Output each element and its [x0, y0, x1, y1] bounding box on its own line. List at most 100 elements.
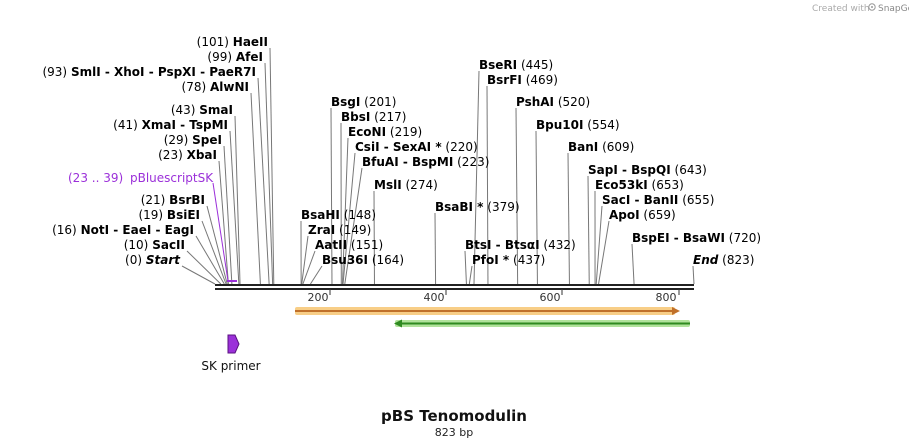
- site-sacii[interactable]: (10) SacII: [124, 238, 185, 252]
- site-labels: (101) HaeII(99) AfeI(93) SmlI - XhoI - P…: [42, 35, 761, 267]
- site-leader-line: [535, 130, 538, 285]
- site-leader-line: [598, 220, 610, 285]
- site-leader-line: [234, 115, 241, 285]
- site-position-label: (469): [526, 73, 558, 87]
- site-smai[interactable]: (43) SmaI: [171, 103, 233, 117]
- site-enzyme-label: BbsI: [341, 110, 370, 124]
- site-leader-line: [631, 243, 635, 285]
- site-position-label: (151): [351, 238, 383, 252]
- site-leader-line: [186, 250, 222, 285]
- site-bsrfi[interactable]: BsrFI (469): [487, 73, 558, 87]
- primer-sk[interactable]: SK primer: [201, 334, 261, 373]
- site-enzyme-label: BsiEI: [167, 208, 200, 222]
- tick-label-400: 400: [424, 291, 445, 304]
- site-bsu36i[interactable]: Bsu36I (164): [322, 253, 404, 267]
- site-bsahi[interactable]: BsaHI (148): [301, 208, 376, 222]
- site-enzyme-label: SpeI: [192, 133, 222, 147]
- site-position-label: (99): [207, 50, 232, 64]
- site-leader-line: [344, 167, 363, 285]
- feature-green-arrow[interactable]: [394, 319, 690, 328]
- site-leader-line: [341, 137, 349, 285]
- site-econi[interactable]: EcoNI (219): [348, 125, 422, 139]
- site-spei[interactable]: (29) SpeI: [164, 133, 222, 147]
- site-enzyme-label: EcoNI: [348, 125, 386, 139]
- tick-label-600: 600: [540, 291, 561, 304]
- site-position-label: (655): [682, 193, 714, 207]
- feature-pbluescriptsk[interactable]: (23 .. 39) pBluescriptSK: [68, 171, 237, 282]
- site-bani[interactable]: BanI (609): [568, 140, 634, 154]
- site-leader-line: [201, 220, 227, 285]
- site-apoi[interactable]: ApoI (659): [609, 208, 676, 222]
- site-bfuai-bspmi[interactable]: BfuAI - BspMI (223): [362, 155, 489, 169]
- site-enzyme-label: End: [693, 253, 719, 267]
- site-bsrbi[interactable]: (21) BsrBI: [141, 193, 205, 207]
- feature-name: pBluescriptSK: [130, 171, 214, 185]
- site-msli[interactable]: MslI (274): [374, 178, 438, 192]
- site-enzyme-label: SapI - BspQI: [588, 163, 671, 177]
- site-btsi-bts-i[interactable]: BtsI - BtsαI (432): [465, 238, 576, 252]
- site-position-label: (149): [339, 223, 371, 237]
- site-afei[interactable]: (99) AfeI: [207, 50, 263, 64]
- site-bspei-bsawi[interactable]: BspEI - BsaWI (720): [632, 231, 761, 245]
- site-leader-line: [223, 145, 233, 285]
- site-bseri[interactable]: BseRI (445): [479, 58, 553, 72]
- site-enzyme-label: ApoI: [609, 208, 640, 222]
- site-position-label: (43): [171, 103, 196, 117]
- site-leader-line: [301, 235, 309, 285]
- site-smli-xhoi-pspxi-paer7i[interactable]: (93) SmlI - XhoI - PspXI - PaeR7I: [42, 65, 256, 79]
- site-sapi-bspqi[interactable]: SapI - BspQI (643): [588, 163, 707, 177]
- site-position-label: (41): [113, 118, 138, 132]
- site-enzyme-label: PshAI: [516, 95, 554, 109]
- site-saci-banii[interactable]: SacI - BanII (655): [602, 193, 714, 207]
- credit-prefix: Created with: [812, 4, 870, 14]
- site-xbai[interactable]: (23) XbaI: [158, 148, 217, 162]
- site-position-label: (201): [364, 95, 396, 109]
- site-position-label: (220): [445, 140, 477, 154]
- site-position-label: (520): [558, 95, 590, 109]
- site-enzyme-label: AlwNI: [210, 80, 249, 94]
- site-enzyme-label: BsrBI: [169, 193, 205, 207]
- site-pshai[interactable]: PshAI (520): [516, 95, 590, 109]
- site-leader-line: [218, 160, 229, 285]
- site-position-label: (379): [487, 200, 519, 214]
- site-bsiei[interactable]: (19) BsiEI: [138, 208, 200, 222]
- site-csii-sexai[interactable]: CsiI - SexAI * (220): [355, 140, 478, 154]
- site-position-label: (23): [158, 148, 183, 162]
- site-bbsi[interactable]: BbsI (217): [341, 110, 406, 124]
- site-end[interactable]: End (823): [693, 253, 754, 267]
- site-alwni[interactable]: (78) AlwNI: [182, 80, 249, 94]
- site-aatii[interactable]: AatII (151): [315, 238, 383, 252]
- site-leader-line: [473, 70, 480, 285]
- site-leader-line: [486, 85, 489, 285]
- site-enzyme-label: BanI: [568, 140, 598, 154]
- site-haeii[interactable]: (101) HaeII: [197, 35, 268, 49]
- site-position-label: (445): [521, 58, 553, 72]
- site-position-label: (643): [675, 163, 707, 177]
- site-bpu10i[interactable]: Bpu10I (554): [536, 118, 620, 132]
- site-position-label: (16): [52, 223, 77, 237]
- site-enzyme-label: BfuAI - BspMI: [362, 155, 453, 169]
- site-position-label: (217): [374, 110, 406, 124]
- site-bsgi[interactable]: BsgI (201): [331, 95, 396, 109]
- site-leader-line: [206, 205, 228, 285]
- site-leader-line: [468, 265, 473, 285]
- site-position-label: (164): [372, 253, 404, 267]
- site-enzyme-label: BsrFI: [487, 73, 522, 87]
- site-position-label: (653): [652, 178, 684, 192]
- site-start[interactable]: (0) Start: [125, 253, 181, 267]
- site-xmai-tspmi[interactable]: (41) XmaI - TspMI: [113, 118, 228, 132]
- site-noti-eaei-eagi[interactable]: (16) NotI - EaeI - EagI: [52, 223, 194, 237]
- site-zrai[interactable]: ZraI (149): [308, 223, 371, 237]
- orange-arrow-head: [672, 307, 680, 315]
- feature-orange-arrow[interactable]: [295, 307, 680, 315]
- site-enzyme-label: BseRI: [479, 58, 517, 72]
- site-pfoi[interactable]: PfoI * (437): [472, 253, 545, 267]
- site-leader-line: [310, 265, 323, 285]
- site-bsabi[interactable]: BsaBI * (379): [435, 200, 520, 214]
- site-enzyme-label: BsaBI *: [435, 200, 484, 214]
- site-eco53ki[interactable]: Eco53kI (653): [595, 178, 684, 192]
- site-enzyme-label: BtsI - BtsαI: [465, 238, 540, 252]
- site-position-label: (659): [643, 208, 675, 222]
- site-position-label: (437): [513, 253, 545, 267]
